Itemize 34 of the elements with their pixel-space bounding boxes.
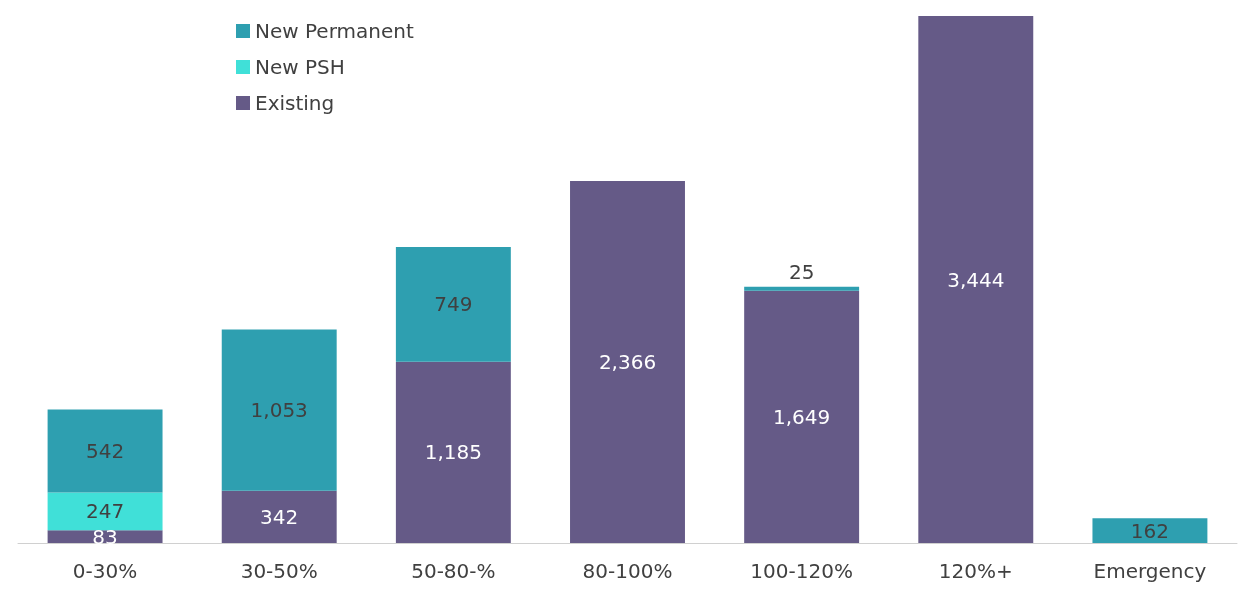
data-label: 1,185 [424, 440, 482, 465]
x-tick-label: 80-100% [582, 559, 673, 583]
data-label: 83 [92, 524, 118, 549]
data-label: 25 [788, 259, 815, 284]
bar [570, 180, 685, 543]
data-label: 749 [434, 292, 473, 317]
data-label: 162 [1130, 518, 1170, 543]
data-label: 247 [85, 499, 125, 524]
data-label: 3,444 [947, 267, 1005, 292]
bar [221, 490, 337, 543]
x-tick-label: 50-80-% [411, 559, 496, 583]
legend-label: New PSH [255, 55, 345, 79]
bar [918, 16, 1034, 543]
data-label: 2,366 [598, 349, 657, 374]
bar [744, 290, 860, 543]
legend-label: New Permanent [255, 19, 414, 43]
x-tick-label: Emergency [1093, 559, 1207, 583]
x-tick-label: 100-120% [750, 559, 853, 583]
x-tick-label: 30-50% [240, 559, 318, 583]
bar [47, 492, 163, 531]
bar [221, 329, 337, 491]
data-label: 342 [260, 504, 299, 529]
data-label: 542 [85, 439, 125, 464]
legend-label: Existing [255, 91, 335, 115]
bar [1092, 518, 1208, 543]
bar [395, 247, 511, 362]
data-label: 1,053 [250, 398, 308, 423]
x-tick-label: 0-30% [72, 559, 138, 583]
bar [744, 286, 860, 291]
bar [395, 361, 511, 543]
x-tick-label: 120%+ [938, 559, 1013, 583]
bar [47, 409, 163, 493]
bar [47, 530, 163, 543]
data-label: 1,649 [773, 404, 831, 429]
